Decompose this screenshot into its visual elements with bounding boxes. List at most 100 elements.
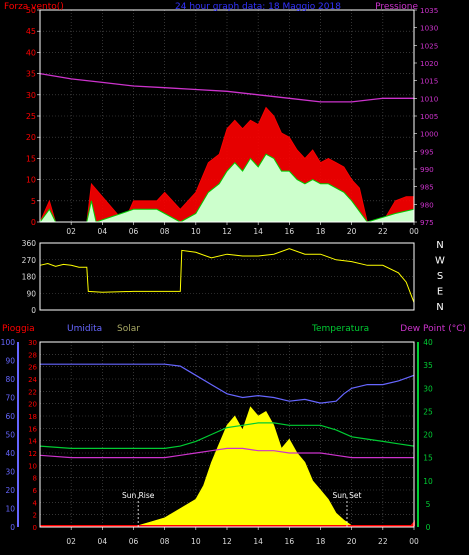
y-tick-label-rain: 20: [28, 401, 37, 409]
x-tick-label: 00: [409, 537, 419, 546]
y-tick-label-pressure: 980: [420, 200, 434, 209]
y-tick-label-temperature: 40: [423, 338, 433, 347]
y-tick-label-humidity: 80: [5, 375, 15, 384]
y-tick-label-direction: 0: [31, 306, 36, 315]
compass-letter: E: [437, 287, 443, 298]
y-tick-label-humidity: 10: [5, 505, 15, 514]
x-tick-label: 16: [285, 227, 295, 236]
x-tick-label: 18: [316, 227, 326, 236]
x-tick-label: 16: [285, 537, 295, 546]
temperature-label: Temperatura: [311, 324, 369, 334]
y-tick-label-humidity: 40: [5, 449, 15, 458]
y-tick-label-temperature: 10: [423, 477, 433, 486]
x-tick-label: 10: [191, 227, 201, 236]
y-tick-label-direction: 180: [22, 273, 37, 282]
x-tick-label: 00: [409, 227, 419, 236]
y-tick-label-rain: 6: [33, 487, 38, 495]
y-tick-label-pressure: 1035: [420, 6, 438, 15]
x-tick-label: 14: [253, 537, 263, 546]
x-tick-label: 02: [66, 537, 76, 546]
compass-letter: N: [436, 240, 443, 251]
y-tick-label-pressure: 1020: [420, 59, 439, 68]
y-tick-label-temperature: 5: [426, 500, 431, 509]
x-tick-label: 06: [129, 227, 139, 236]
y-tick-label-rain: 24: [28, 376, 37, 384]
y-tick-label-pressure: 995: [420, 147, 434, 156]
wind-axis-label: Forza vento(): [4, 2, 64, 12]
x-tick-label: 14: [253, 227, 263, 236]
y-tick-label-rain: 8: [33, 475, 37, 483]
y-tick-label-wind: 45: [26, 27, 36, 36]
x-tick-label: 10: [191, 537, 201, 546]
direction-line: [39, 248, 415, 303]
x-tick-label: 22: [378, 537, 388, 546]
y-tick-label-pressure: 1015: [420, 77, 438, 86]
rain-label: Pioggia: [2, 324, 35, 334]
y-tick-label-humidity: 20: [5, 486, 15, 495]
y-tick-label-wind: 20: [26, 133, 36, 142]
y-tick-label-pressure: 1005: [420, 112, 438, 121]
solar-area: [40, 406, 415, 528]
y-tick-label-temperature: 30: [423, 384, 433, 393]
y-tick-label-pressure: 1000: [420, 130, 439, 139]
humidity-label: Umidita: [67, 324, 102, 334]
y-tick-label-rain: 2: [33, 512, 37, 520]
y-tick-label-wind: 35: [26, 70, 36, 79]
y-tick-label-temperature: 15: [423, 454, 433, 463]
y-tick-label-pressure: 1010: [420, 94, 439, 103]
y-tick-label-rain: 22: [28, 388, 37, 396]
y-tick-label-pressure: 1030: [420, 24, 439, 33]
y-tick-label-pressure: 990: [420, 165, 434, 174]
sunrise-label: Sun Rise: [122, 491, 155, 500]
x-tick-label: 18: [316, 537, 326, 546]
y-tick-label-rain: 12: [28, 450, 37, 458]
compass-letter: S: [437, 271, 443, 282]
y-tick-label-direction: 270: [22, 256, 37, 265]
y-tick-label-humidity: 30: [5, 468, 15, 477]
y-tick-label-humidity: 50: [5, 431, 15, 440]
y-tick-label-rain: 4: [33, 499, 38, 507]
y-tick-label-humidity: 60: [5, 412, 15, 421]
x-tick-label: 08: [160, 537, 170, 546]
dewpoint-label: Dew Point (°C): [400, 324, 466, 334]
y-tick-label-wind: 30: [26, 91, 36, 100]
y-tick-label-temperature: 0: [426, 523, 431, 532]
y-tick-label-rain: 0: [33, 524, 37, 532]
y-tick-label-direction: 360: [22, 239, 37, 248]
sunset-label: Sun Set: [333, 491, 362, 500]
solar-label: Solar: [117, 324, 140, 334]
x-tick-label: 02: [66, 227, 76, 236]
dewpoint-line: [39, 447, 414, 459]
y-tick-label-direction: 90: [26, 289, 36, 298]
humidity-line: [40, 363, 415, 404]
y-tick-label-humidity: 100: [1, 338, 16, 347]
y-tick-label-humidity: 0: [10, 523, 15, 532]
y-tick-label-temperature: 25: [423, 407, 433, 416]
x-tick-label: 04: [98, 227, 108, 236]
x-tick-label: 22: [378, 227, 388, 236]
y-tick-label-pressure: 975: [420, 218, 434, 227]
y-tick-label-humidity: 90: [5, 357, 15, 366]
x-tick-label: 04: [98, 537, 108, 546]
chart-title: 24 hour graph data: 18 Maggio 2018: [175, 2, 341, 12]
compass-letter: N: [436, 302, 443, 313]
y-tick-label-wind: 10: [26, 176, 36, 185]
pressure-axis-label: Pressione: [375, 2, 418, 12]
y-tick-label-wind: 15: [26, 154, 36, 163]
y-tick-label-rain: 28: [28, 351, 37, 359]
pressure-line: [39, 72, 414, 103]
y-tick-label-rain: 30: [28, 339, 37, 347]
panel-frame-direction: [39, 242, 415, 311]
y-tick-label-rain: 16: [28, 425, 37, 433]
x-tick-label: 08: [160, 227, 170, 236]
compass-letter: W: [435, 256, 445, 267]
y-tick-label-pressure: 1025: [420, 41, 438, 50]
y-tick-label-pressure: 985: [420, 183, 434, 192]
y-tick-label-rain: 18: [28, 413, 37, 421]
y-tick-label-rain: 14: [28, 438, 37, 446]
y-tick-label-wind: 25: [26, 112, 36, 121]
x-tick-label: 12: [222, 227, 232, 236]
x-tick-label: 12: [222, 537, 232, 546]
y-tick-label-temperature: 35: [423, 361, 433, 370]
